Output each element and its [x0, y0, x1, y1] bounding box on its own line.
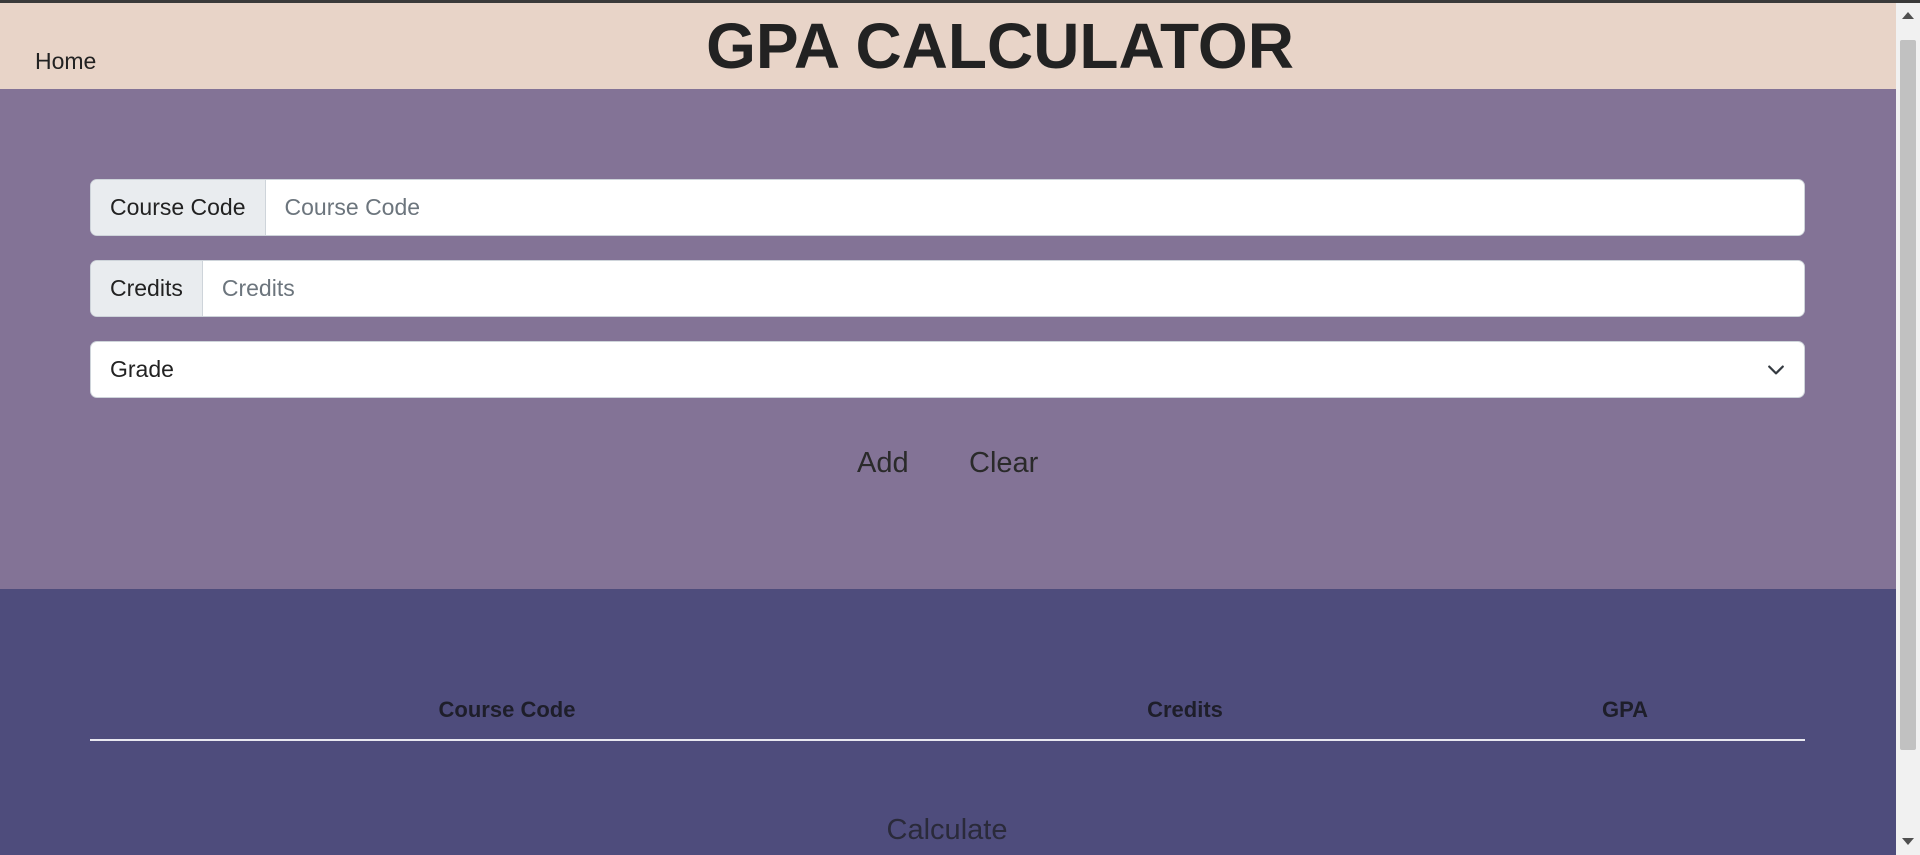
home-link[interactable]: Home	[35, 48, 97, 74]
credits-input-group: Credits	[90, 260, 1805, 317]
table-header-credits: Credits	[1147, 697, 1223, 722]
page-title: GPA CALCULATOR	[706, 10, 1294, 82]
grade-select[interactable]: Grade	[90, 341, 1805, 398]
credits-label: Credits	[91, 261, 203, 316]
chevron-down-icon	[1768, 365, 1784, 374]
add-button[interactable]: Add	[857, 447, 909, 479]
course-form-section: Course Code Credits Grade Add Clear	[0, 89, 1896, 589]
scroll-up-arrow-icon[interactable]	[1902, 12, 1914, 19]
course-code-input-group: Course Code	[90, 179, 1805, 236]
table-header-course-code: Course Code	[438, 697, 576, 722]
calculate-button[interactable]: Calculate	[886, 814, 1008, 846]
course-code-label: Course Code	[91, 180, 266, 235]
table-header-divider	[90, 739, 1805, 741]
credits-input[interactable]	[202, 261, 1804, 316]
scrollbar-thumb[interactable]	[1900, 40, 1916, 750]
grade-select-value: Grade	[110, 356, 174, 382]
navbar: Home GPA CALCULATOR	[0, 3, 1896, 89]
scroll-down-arrow-icon[interactable]	[1902, 838, 1914, 845]
window-top-border	[0, 0, 1920, 3]
table-header-gpa: GPA	[1601, 697, 1649, 722]
clear-button[interactable]: Clear	[969, 447, 1039, 479]
courses-table-section: Course Code Credits GPA Calculate	[0, 589, 1896, 855]
course-code-input[interactable]	[265, 180, 1804, 235]
